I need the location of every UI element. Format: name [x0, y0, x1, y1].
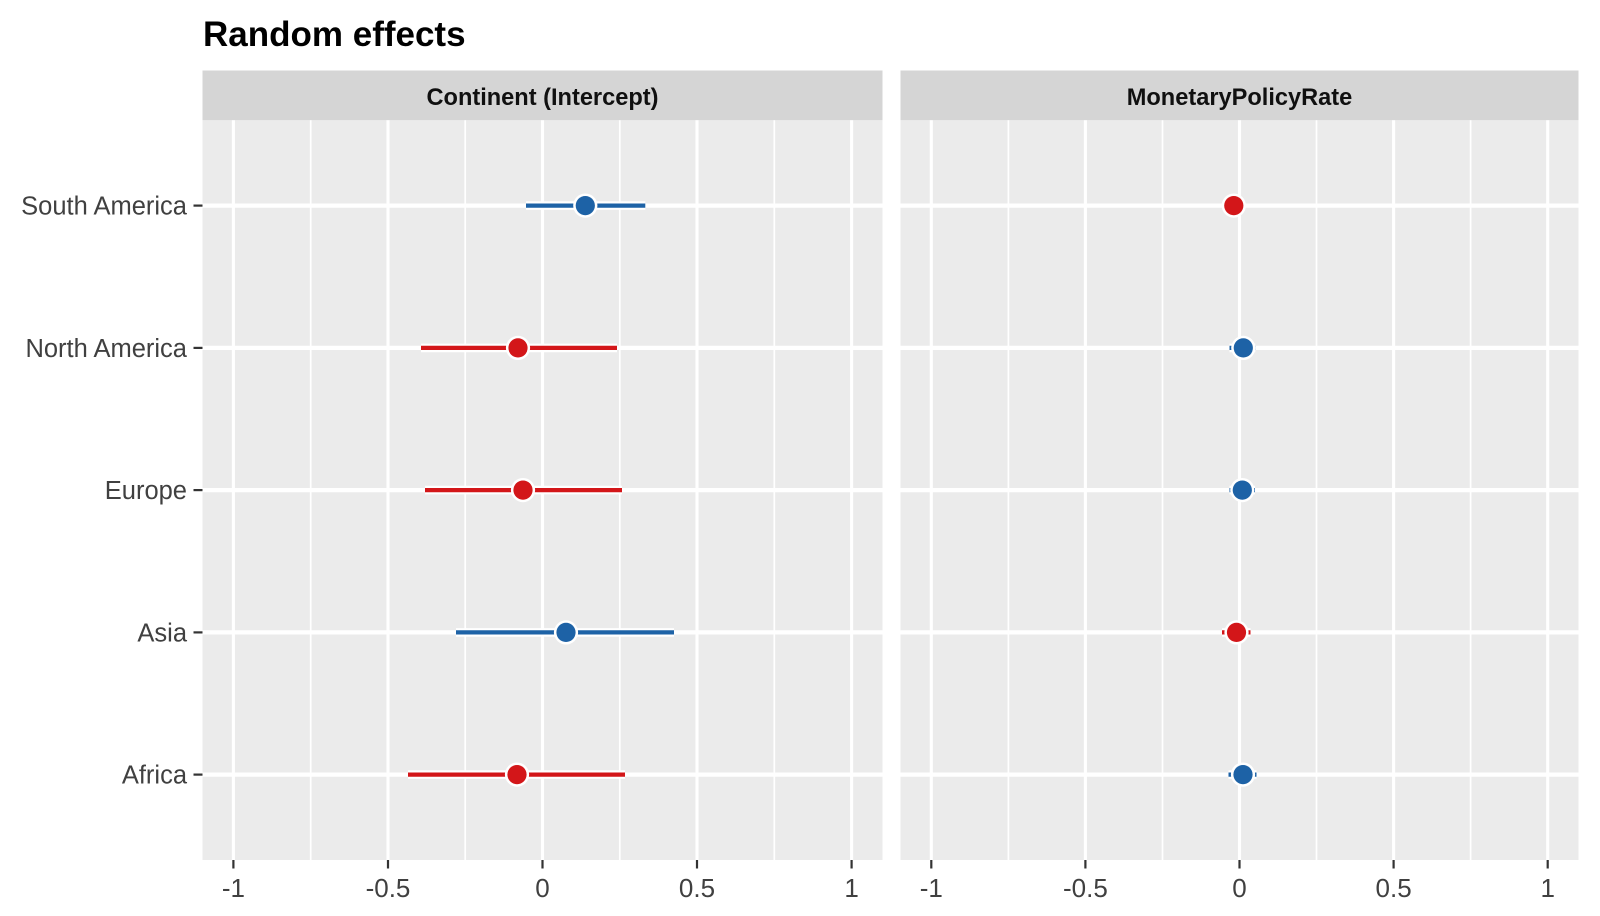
svg-text:Continent (Intercept): Continent (Intercept) — [427, 85, 659, 111]
svg-text:1: 1 — [1540, 873, 1554, 903]
svg-text:MonetaryPolicyRate: MonetaryPolicyRate — [1127, 85, 1353, 111]
svg-text:Africa: Africa — [122, 762, 188, 790]
svg-text:North America: North America — [25, 335, 187, 363]
svg-text:-0.5: -0.5 — [1063, 873, 1108, 903]
svg-text:-1: -1 — [920, 873, 943, 903]
svg-text:1: 1 — [844, 873, 858, 903]
svg-text:0: 0 — [535, 873, 549, 903]
svg-text:South America: South America — [21, 193, 188, 221]
svg-text:0.5: 0.5 — [1376, 873, 1412, 903]
svg-text:-0.5: -0.5 — [366, 873, 411, 903]
svg-text:Asia: Asia — [137, 619, 187, 647]
svg-text:Europe: Europe — [105, 477, 187, 505]
svg-text:0: 0 — [1232, 873, 1246, 903]
svg-text:-1: -1 — [222, 873, 245, 903]
svg-text:0.5: 0.5 — [679, 873, 715, 903]
svg-text:Random effects: Random effects — [203, 15, 466, 54]
